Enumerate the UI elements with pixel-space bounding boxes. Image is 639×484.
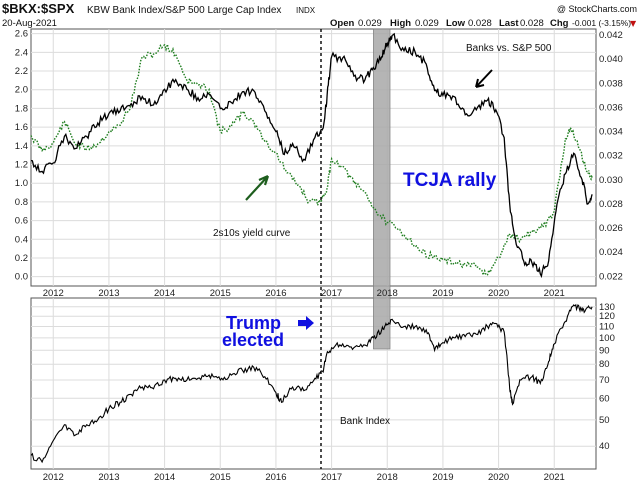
left-axis-tick-label: 2.4 xyxy=(15,47,28,58)
lower-right-tick-label: 120 xyxy=(599,311,615,322)
left-axis-tick-label: 0.6 xyxy=(15,216,28,227)
bank-index-label: Bank Index xyxy=(340,416,390,427)
lower-right-tick-label: 100 xyxy=(599,333,615,344)
chart-watermark: @ StockCharts.com xyxy=(557,4,637,14)
right-axis-tick-label: 0.038 xyxy=(599,78,623,89)
tick-label-layer: 2012 2012 2013 2013 2014 2014 2015 2015 2016 2016… xyxy=(15,29,623,483)
bank-index-series-line xyxy=(30,303,593,464)
lower-right-tick-label: 110 xyxy=(599,322,614,333)
left-axis-tick-label: 1.2 xyxy=(15,160,28,171)
lower-x-tick-label: 2015 xyxy=(210,472,231,483)
lower-right-tick-label: 50 xyxy=(599,415,610,426)
lower-x-tick-label: 2014 xyxy=(154,472,175,483)
upper-x-tick-label: 2012 xyxy=(43,288,64,299)
trump-arrow-icon xyxy=(298,316,314,330)
series-layer xyxy=(30,32,593,464)
right-axis-tick-label: 0.034 xyxy=(599,127,623,138)
trump-elected-label-line2: elected xyxy=(222,330,284,350)
right-axis-tick-label: 0.026 xyxy=(599,223,623,234)
right-axis-tick-label: 0.030 xyxy=(599,175,623,186)
high-value: 0.029 xyxy=(415,18,439,29)
lower-right-tick-label: 80 xyxy=(599,359,610,370)
last-value: 0.028 xyxy=(520,18,544,29)
left-axis-tick-label: 1.8 xyxy=(15,103,28,114)
lower-gridlines xyxy=(31,298,596,469)
upper-x-tick-label: 2017 xyxy=(321,288,342,299)
tcja-highlight-band xyxy=(373,28,391,350)
upper-x-tick-label: 2020 xyxy=(488,288,509,299)
chg-label: Chg xyxy=(550,18,569,29)
lower-x-tick-label: 2018 xyxy=(377,472,398,483)
left-axis-tick-label: 2.0 xyxy=(15,85,28,96)
left-axis-tick-label: 0.8 xyxy=(15,197,28,208)
low-value: 0.028 xyxy=(468,18,492,29)
left-axis-tick-label: 0.0 xyxy=(15,272,28,283)
right-axis-tick-label: 0.028 xyxy=(599,199,623,210)
low-label: Low xyxy=(446,18,466,29)
left-axis-tick-label: 1.6 xyxy=(15,122,28,133)
trump-elected-label-line1: Trump xyxy=(226,313,281,333)
left-axis-tick-label: 2.2 xyxy=(15,66,28,77)
lower-right-tick-label: 90 xyxy=(599,345,610,356)
left-axis-tick-label: 2.6 xyxy=(15,29,28,40)
lower-x-tick-label: 2012 xyxy=(43,472,64,483)
upper-panel-frame xyxy=(30,28,597,287)
left-axis-tick-label: 1.0 xyxy=(15,178,28,189)
upper-x-tick-label: 2016 xyxy=(265,288,286,299)
lower-x-tick-label: 2013 xyxy=(98,472,119,483)
lower-panel-frame xyxy=(30,297,597,470)
tcja-highlight-layer xyxy=(373,28,391,350)
lower-x-tick-label: 2017 xyxy=(321,472,342,483)
lower-x-tick-label: 2021 xyxy=(544,472,565,483)
banks-vs-spx-series-line xyxy=(30,32,593,279)
right-axis-tick-label: 0.040 xyxy=(599,54,623,65)
lower-right-tick-label: 70 xyxy=(599,375,610,386)
lower-right-tick-label: 40 xyxy=(599,441,610,452)
lower-right-tick-label: 130 xyxy=(599,302,615,313)
right-axis-tick-label: 0.022 xyxy=(599,271,623,282)
right-axis-tick-label: 0.036 xyxy=(599,102,623,113)
upper-x-tick-label: 2019 xyxy=(432,288,453,299)
chart-symbol: $BKX:$SPX xyxy=(2,1,75,16)
chg-value: -0.001 (-3.15%) xyxy=(572,18,631,28)
upper-x-tick-label: 2015 xyxy=(210,288,231,299)
chart-description: KBW Bank Index/S&P 500 Large Cap Index xyxy=(87,5,281,16)
banks-vs-spx-label: Banks vs. S&P 500 xyxy=(466,43,552,54)
chart-date: 20-Aug-2021 xyxy=(2,18,57,29)
left-axis-tick-label: 0.2 xyxy=(15,253,28,264)
upper-x-tick-label: 2018 xyxy=(377,288,398,299)
open-value: 0.029 xyxy=(358,18,382,29)
chart-indx: INDX xyxy=(296,6,316,15)
lower-x-tick-label: 2016 xyxy=(265,472,286,483)
upper-gridlines xyxy=(31,29,596,286)
upper-x-tick-label: 2013 xyxy=(98,288,119,299)
yield-curve-series-line xyxy=(30,43,593,278)
upper-x-tick-label: 2021 xyxy=(544,288,565,299)
lower-right-tick-label: 60 xyxy=(599,393,610,404)
right-axis-tick-label: 0.032 xyxy=(599,151,623,162)
right-axis-tick-label: 0.042 xyxy=(599,30,623,41)
tcja-rally-label: TCJA rally xyxy=(403,170,497,191)
left-axis-tick-label: 1.4 xyxy=(15,141,28,152)
yield-curve-label: 2s10s yield curve xyxy=(213,228,291,239)
right-axis-tick-label: 0.024 xyxy=(599,247,623,258)
yield-curve-arrow-icon xyxy=(245,174,270,201)
high-label: High xyxy=(390,18,411,29)
lower-x-tick-label: 2020 xyxy=(488,472,509,483)
left-axis-tick-label: 0.4 xyxy=(15,234,28,245)
banks-arrow-icon xyxy=(475,69,493,88)
lower-x-tick-label: 2019 xyxy=(432,472,453,483)
chg-down-arrow-icon: ▼ xyxy=(630,19,637,28)
open-label: Open xyxy=(330,18,354,29)
last-label: Last xyxy=(499,18,519,29)
upper-x-tick-label: 2014 xyxy=(154,288,175,299)
